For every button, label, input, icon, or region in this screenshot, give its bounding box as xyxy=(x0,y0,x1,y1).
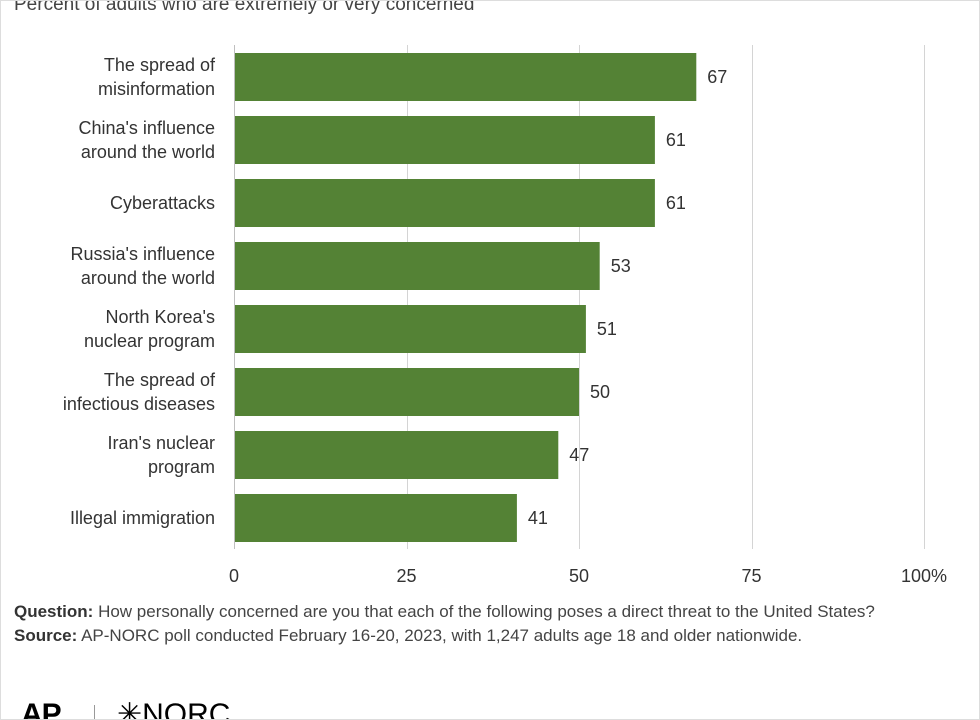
category-label-line: program xyxy=(148,457,215,477)
bar-chart: The spread of misinformation China's influ… xyxy=(63,45,947,586)
x-axis-ticks: 0 25 50 75 100% xyxy=(229,566,947,586)
category-label-line: Cyberattacks xyxy=(110,193,215,213)
category-label-line: nuclear program xyxy=(84,331,215,351)
category-label-line: misinformation xyxy=(98,79,215,99)
bar xyxy=(235,53,697,101)
x-tick-label: 75 xyxy=(741,566,761,586)
norc-mark-icon: ✳ xyxy=(117,698,143,720)
category-label-line: Russia's influence xyxy=(70,244,215,264)
data-label: 47 xyxy=(569,445,589,465)
category-label-line: Illegal immigration xyxy=(70,508,215,528)
x-tick-label: 100% xyxy=(901,566,947,586)
chart-notes: Question: How personally concerned are y… xyxy=(14,600,964,647)
category-labels: The spread of misinformation China's influ… xyxy=(63,55,216,528)
category-label: The spread of infectious diseases xyxy=(63,370,216,414)
bar xyxy=(235,305,586,353)
category-label-line: Iran's nuclear xyxy=(108,433,216,453)
data-label: 41 xyxy=(528,508,548,528)
category-label-line: North Korea's xyxy=(106,307,216,327)
chart-subtitle: Percent of adults who are extremely or v… xyxy=(14,0,475,15)
category-label: China's influence around the world xyxy=(78,118,215,162)
question-label: Question: xyxy=(14,602,94,621)
data-label: 61 xyxy=(666,193,686,213)
category-label-line: The spread of xyxy=(104,370,216,390)
logo-divider xyxy=(94,705,95,719)
data-label: 67 xyxy=(707,67,727,87)
source-label: Source: xyxy=(14,625,78,645)
category-label: Russia's influence around the world xyxy=(70,244,215,288)
x-tick-label: 0 xyxy=(229,566,239,586)
data-label: 51 xyxy=(597,319,617,339)
category-label: North Korea's nuclear program xyxy=(84,307,215,351)
ap-logo: AP xyxy=(21,698,62,720)
category-label-line: around the world xyxy=(81,142,215,162)
question-text: How personally concerned are you that ea… xyxy=(93,602,875,621)
category-label-line: around the world xyxy=(81,268,215,288)
bar xyxy=(235,179,655,227)
bar xyxy=(235,431,559,479)
category-label-line: The spread of xyxy=(104,55,216,75)
data-label: 61 xyxy=(666,130,686,150)
category-label: The spread of misinformation xyxy=(98,55,216,99)
norc-logo: ✳NORC xyxy=(117,699,230,720)
norc-wordmark: NORC xyxy=(142,698,231,720)
data-label: 50 xyxy=(590,382,610,402)
category-label: Illegal immigration xyxy=(70,508,215,528)
data-label: 53 xyxy=(611,256,631,276)
question-note: Question: How personally concerned are y… xyxy=(14,600,964,624)
category-label: Cyberattacks xyxy=(110,193,215,213)
x-tick-label: 25 xyxy=(396,566,416,586)
bar xyxy=(235,368,579,416)
source-note: Source: AP-NORC poll conducted February … xyxy=(14,624,964,648)
source-text: AP-NORC poll conducted February 16-20, 2… xyxy=(77,625,803,645)
bar xyxy=(235,242,600,290)
bar xyxy=(235,116,655,164)
category-label-line: infectious diseases xyxy=(63,394,215,414)
bar xyxy=(235,494,517,542)
value-labels: 67 61 61 53 51 50 47 41 xyxy=(528,67,727,528)
bars xyxy=(235,53,697,542)
x-tick-label: 50 xyxy=(569,566,589,586)
gridlines xyxy=(234,45,925,549)
category-label: Iran's nuclear program xyxy=(108,433,216,477)
category-label-line: China's influence xyxy=(78,118,215,138)
